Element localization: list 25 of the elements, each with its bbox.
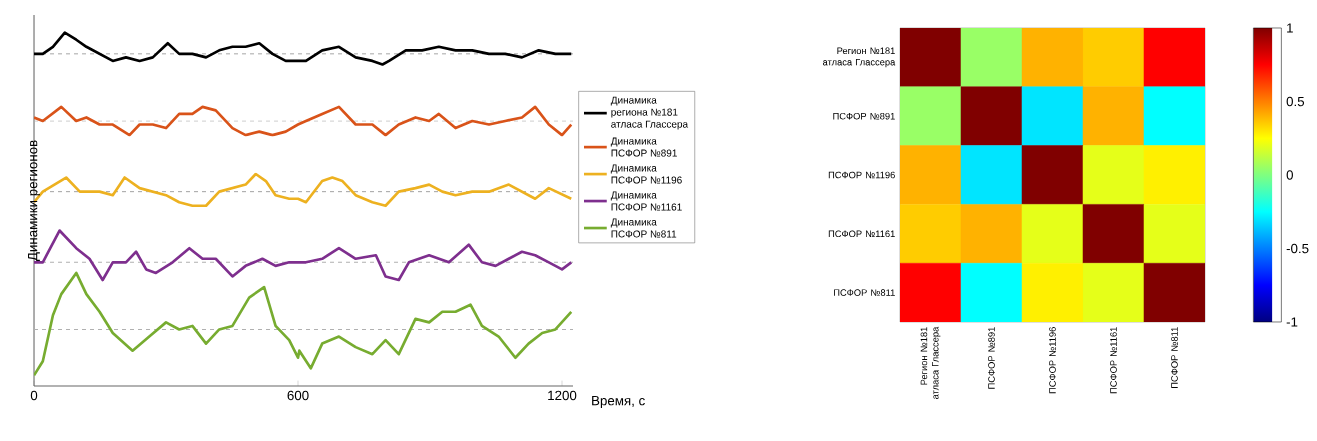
x-tick-label: 0 bbox=[30, 390, 38, 401]
color-bar-label: -0.5 bbox=[1286, 243, 1309, 254]
y-tick-label: ПСФОР №1161 bbox=[828, 230, 895, 238]
color-bar-label: 1 bbox=[1287, 23, 1293, 33]
y-axis-title: Динамики регионов bbox=[28, 140, 40, 262]
y-tick-label: ПСФОР №1196 bbox=[828, 171, 895, 179]
y-tick-label: ПСФОР №891 bbox=[833, 112, 895, 120]
legend-label: Динамика ПСФОР №1196 bbox=[610, 164, 682, 184]
x-tick-label: 600 bbox=[287, 390, 309, 401]
x-tick-label: Регион №181 атласа Глассера bbox=[920, 326, 941, 400]
color-bar-label: -1 bbox=[1286, 317, 1298, 327]
legend-label: Динамика региона №181 атласа Глассера bbox=[610, 96, 689, 130]
x-tick-label: ПСФОР №811 bbox=[1171, 327, 1178, 388]
color-bar-label: 0 bbox=[1286, 170, 1293, 180]
x-tick-label: ПСФОР №891 bbox=[988, 327, 995, 389]
legend-label: Динамика ПСФОР №891 bbox=[610, 137, 677, 157]
y-tick-label: ПСФОР №811 bbox=[834, 289, 895, 296]
x-tick-label: ПСФОР №1161 bbox=[1110, 327, 1117, 394]
y-tick-label: Регион №181 атласа Глассера bbox=[822, 47, 896, 68]
x-tick-label: 1200 bbox=[548, 390, 577, 401]
legend-label: Динамика ПСФОР №811 bbox=[610, 218, 677, 238]
legend-label: Динамика ПСФОР №1161 bbox=[610, 191, 682, 211]
x-tick-label: ПСФОР №1196 bbox=[1049, 327, 1056, 394]
x-axis-title: Время, с bbox=[592, 396, 645, 408]
color-bar-label: 0.5 bbox=[1286, 96, 1305, 107]
